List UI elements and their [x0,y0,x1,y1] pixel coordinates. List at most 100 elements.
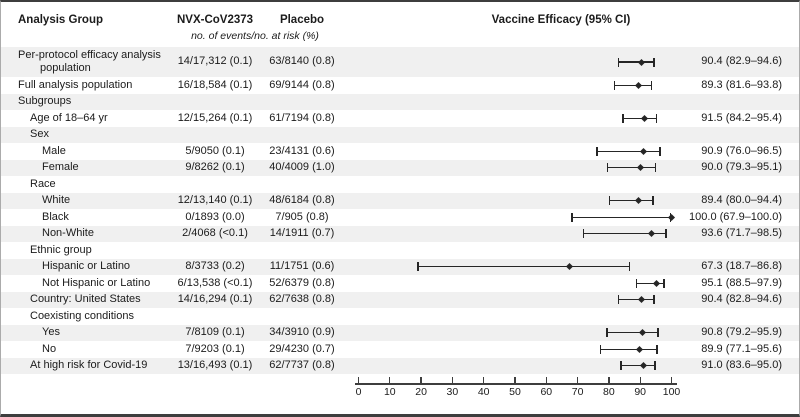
ci-errorbar [606,328,659,338]
table-row: Age of 18–64 yr 12/15,264 (0.1) 61/7194 … [1,110,799,127]
ci-line [571,216,672,218]
nvx-events-value: 2/4068 (<0.1) [182,227,248,239]
placebo-column-header: Placebo [279,14,325,26]
row-label: Not Hispanic or Latino [42,276,151,289]
row-label: Non-White [42,227,94,239]
ve-cell [641,308,782,325]
x-axis-tick-label: 50 [509,386,521,398]
ve-cell: 90.8 (79.2–95.9) [641,325,782,342]
placebo-events-cell: 52/6379 (0.8) [247,275,357,292]
placebo-events-cell: 69/9144 (0.8) [247,77,357,94]
placebo-events-cell [247,94,357,111]
ve-value: 90.0 (79.3–95.1) [701,161,782,173]
placebo-events-cell [247,242,357,259]
ve-value: 91.0 (83.6–95.0) [701,359,782,371]
ve-value: 90.9 (76.0–96.5) [701,144,782,157]
x-axis-tick [483,377,485,384]
ci-errorbar [608,196,654,206]
ve-value: 89.9 (77.1–95.6) [701,342,782,355]
row-label-cell: Female [42,160,192,177]
placebo-events-cell: 14/1911 (0.7) [247,226,357,243]
row-label-cell: Non-White [42,226,192,243]
ve-cell: 89.9 (77.1–95.6) [641,341,782,358]
ci-upper-cap [656,344,658,354]
ve-cell: 89.3 (81.6–93.8) [641,77,782,94]
ve-cell [641,176,782,193]
placebo-events-cell [247,176,357,193]
row-label: Coexisting conditions [30,309,134,322]
ci-upper-cap [659,146,661,156]
x-axis-tick-label: 40 [477,386,490,398]
placebo-events-cell: 63/8140 (0.8) [247,47,357,77]
x-axis-tick-label: 80 [603,386,615,398]
ci-point-marker [565,263,573,271]
nvx-events-cell: 2/4068 (<0.1) [149,226,281,243]
row-label: Per-protocol efficacy analysis populatio… [18,48,161,75]
nvx-events-cell: 7/9203 (0.1) [149,341,281,358]
ve-cell: 67.3 (18.7–86.8) [641,259,782,276]
nvx-events-value: 16/18,584 (0.1) [177,78,253,91]
table-row: Country: United States 14/16,294 (0.1) 6… [1,291,799,309]
row-label: Sex [30,128,49,140]
nvx-events-value: 5/9050 (0.1) [185,144,245,157]
ci-errorbar [606,163,657,173]
ci-line [582,233,667,235]
ve-value: 95.1 (88.5–97.9) [701,276,782,289]
row-label-cell: White [42,193,192,210]
ci-upper-cap [654,361,656,371]
ve-cell: 90.9 (76.0–96.5) [641,143,782,160]
ci-errorbar [622,113,658,123]
nvx-events-value: 12/13,140 (0.1) [177,194,253,206]
row-label-cell: Male [42,143,192,160]
x-axis-tick [514,377,516,384]
row-label: Full analysis population [18,78,133,91]
placebo-events-cell: 62/7638 (0.8) [247,292,357,309]
placebo-events-value: 23/4131 (0.6) [269,144,335,157]
ci-line [620,365,656,367]
ve-cell: 90.4 (82.8–94.6) [641,292,782,309]
row-label-cell: Not Hispanic or Latino [42,275,192,292]
x-axis-line [355,383,677,385]
placebo-events-value: 34/3910 (0.9) [269,326,335,338]
x-axis-tick [389,377,391,384]
nvx-events-value: 12/15,264 (0.1) [177,111,253,124]
row-label: At high risk for Covid-19 [30,359,148,371]
placebo-events-cell [247,308,357,325]
ci-errorbar [613,80,653,90]
row-label: Yes [42,326,60,338]
x-axis-tick-label: 20 [415,386,427,398]
nvx-events-value: 8/3733 (0.2) [185,260,245,272]
nvx-events-value: 14/16,294 (0.1) [177,293,253,305]
row-label: Hispanic or Latino [42,260,131,272]
row-label-cell: Per-protocol efficacy analysis populatio… [18,47,168,77]
placebo-events-value: 62/7737 (0.8) [269,359,335,371]
placebo-events-cell: 29/4230 (0.7) [247,341,357,358]
nvx-events-value: 14/17,312 (0.1) [177,55,253,68]
row-label: Black [42,210,69,223]
ve-value: 89.3 (81.6–93.8) [701,78,782,91]
nvx-events-cell: 13/16,493 (0.1) [149,358,281,375]
row-label: White [42,194,71,206]
x-axis-tick-label: 0 [355,386,362,398]
ci-upper-cap [653,57,655,67]
ci-upper-cap [628,262,631,272]
nvx-events-cell: 9/8262 (0.1) [149,160,281,177]
table-row: White 12/13,140 (0.1) 48/6184 (0.8) 89.4… [1,192,799,210]
nvx-events-cell: 14/16,294 (0.1) [149,292,281,309]
row-label-cell: No [42,341,192,358]
ci-errorbar [617,57,655,67]
ci-line [606,332,659,334]
nvx-events-value: 0/1893 (0.0) [185,210,245,223]
ve-cell: 90.4 (82.9–94.6) [641,47,782,77]
ve-cell: 100.0 (67.9–100.0) [641,209,782,226]
nvx-events-value: 13/16,493 (0.1) [177,359,253,371]
ve-cell: 93.6 (71.7–98.5) [641,226,782,243]
ci-line [596,150,661,152]
table-row: Black 0/1893 (0.0) 7/905 (0.8) 100.0 (67… [1,209,799,226]
ci-upper-cap [657,328,659,338]
row-label-cell: Subgroups [18,94,168,111]
ve-cell [641,127,782,144]
x-axis-tick [451,377,454,384]
nvx-events-value: 7/8109 (0.1) [185,326,245,338]
